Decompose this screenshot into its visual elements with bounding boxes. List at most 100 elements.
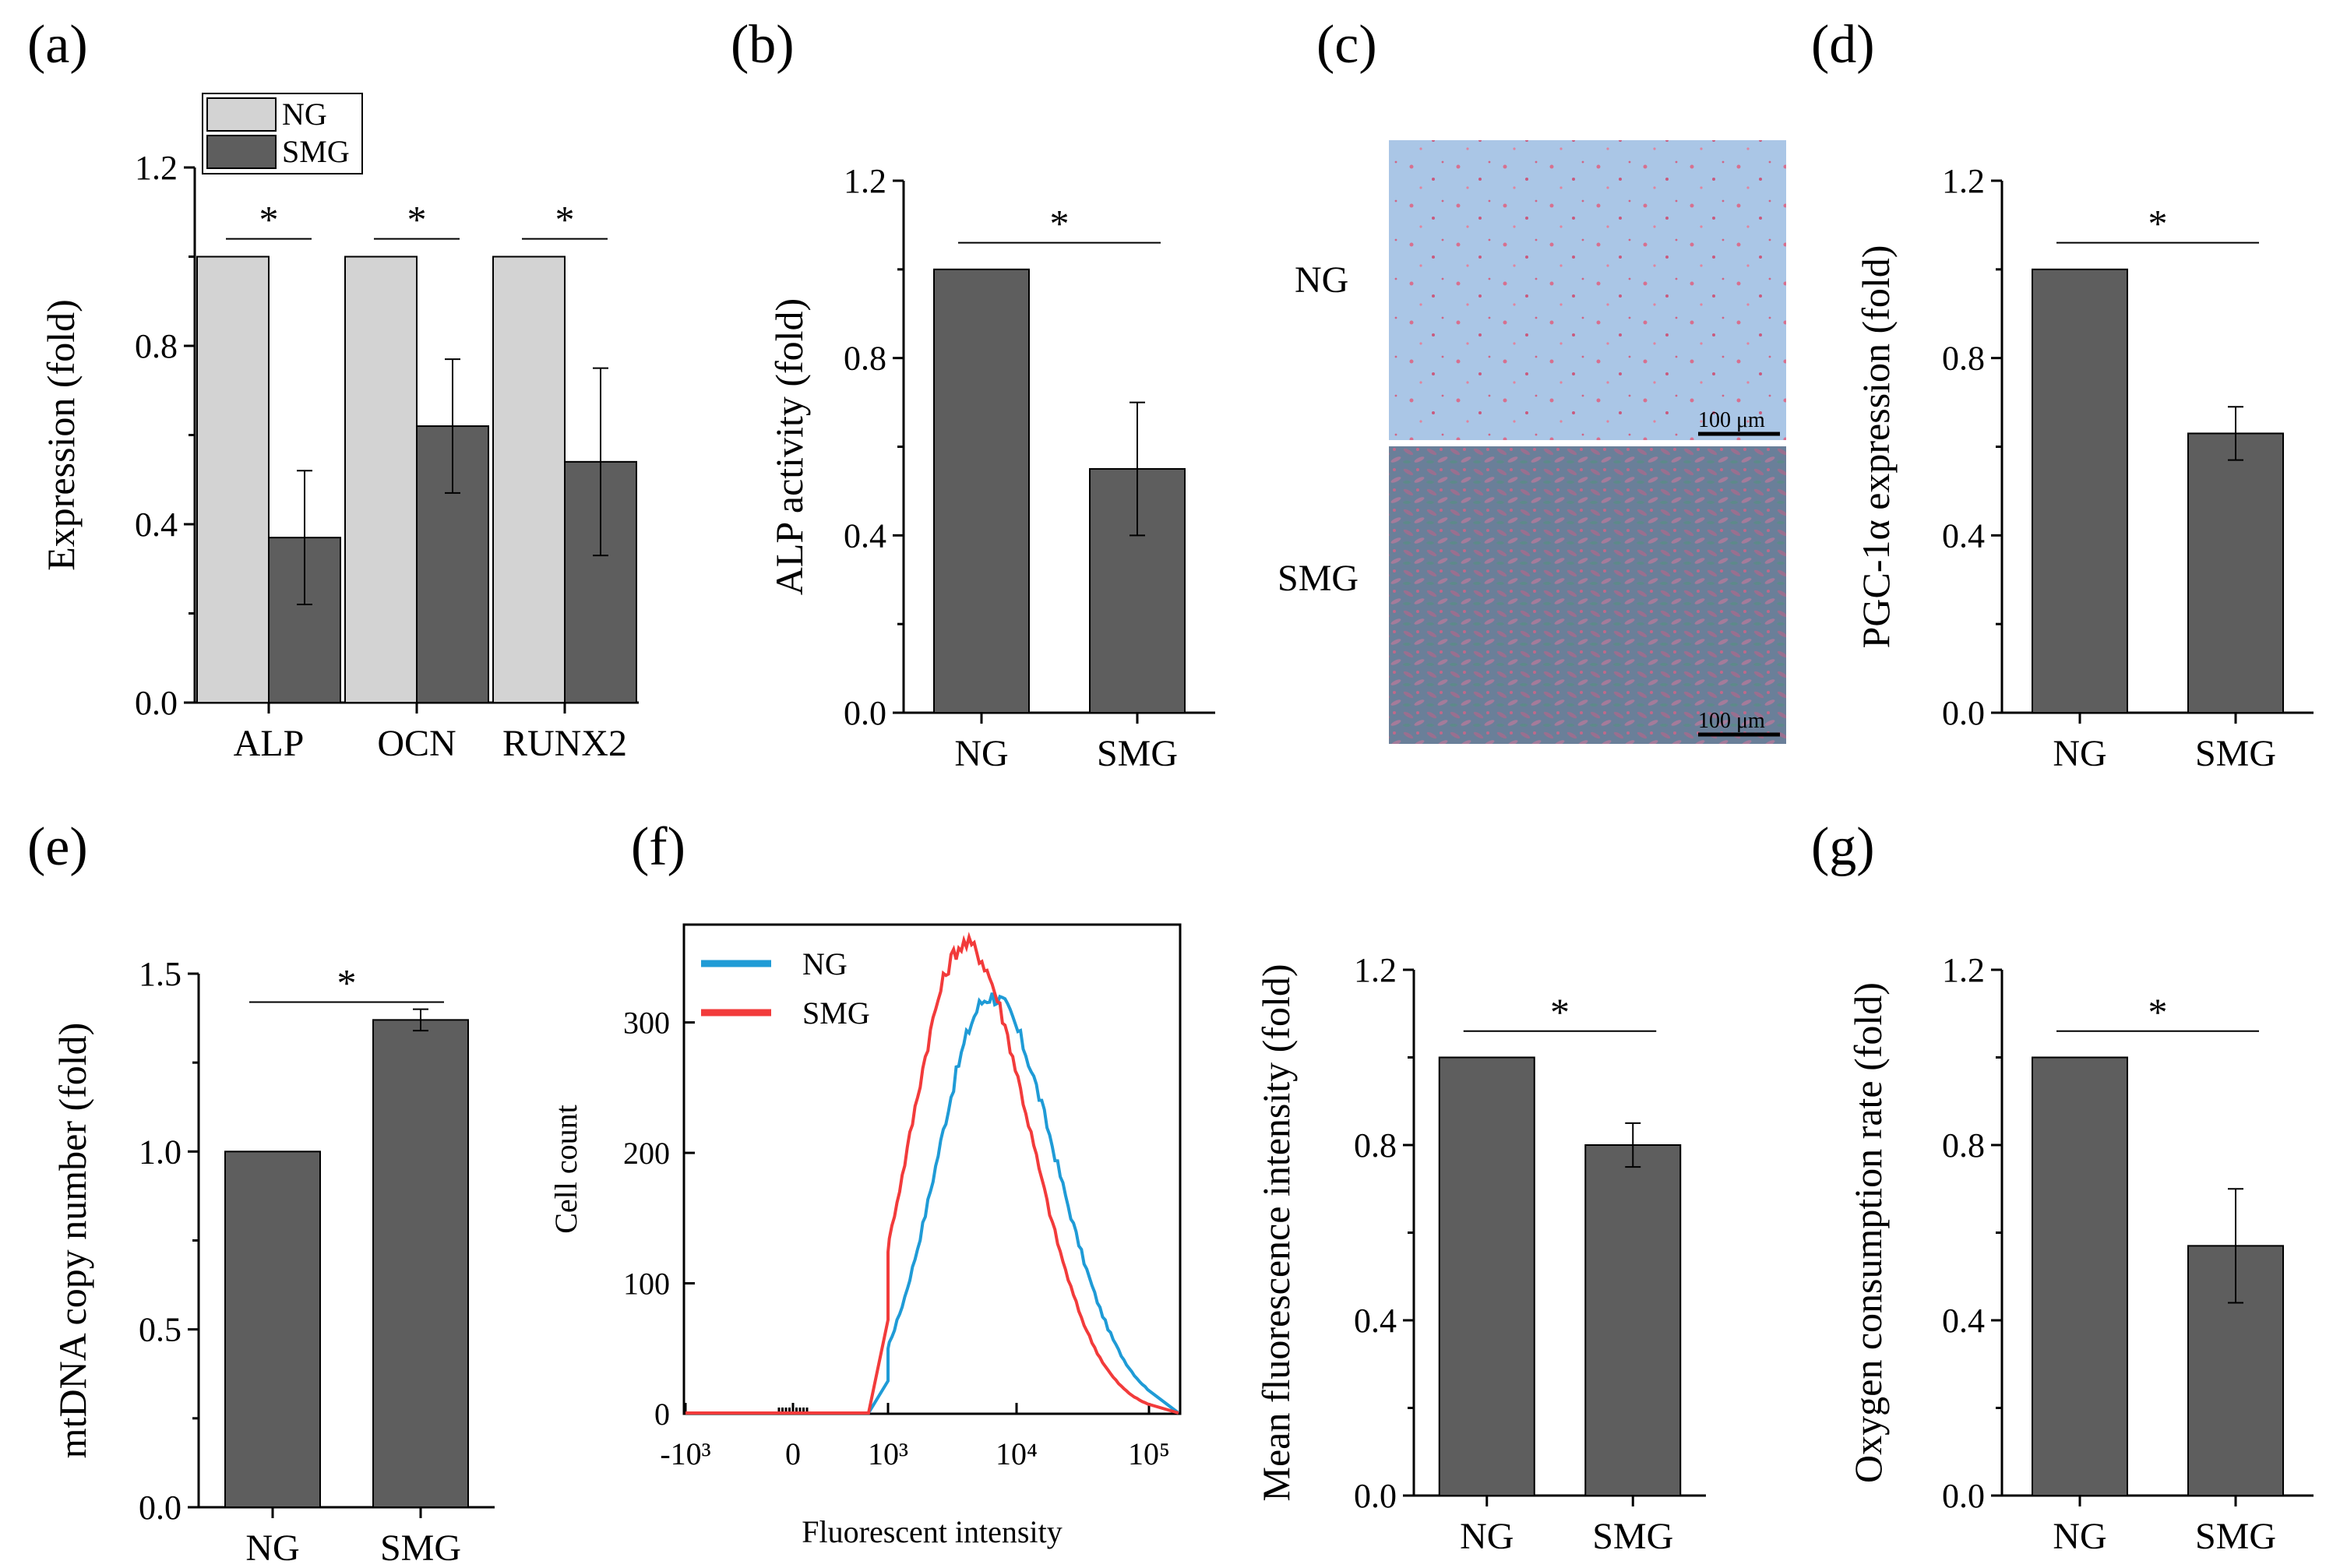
y-axis-label: ALP activity (fold) — [767, 298, 811, 595]
y-tick-label: 0.4 — [135, 506, 178, 544]
panel-label: (b) — [731, 15, 795, 75]
histogram-ng — [685, 992, 1180, 1415]
y-tick-label: 0.4 — [1942, 516, 1985, 555]
y-axis-label: Cell count — [548, 1105, 583, 1234]
y-tick-label: 0.4 — [844, 516, 886, 555]
y-tick-label: 100 — [623, 1267, 670, 1302]
significance-star: * — [2148, 202, 2168, 245]
y-tick-label: 0.0 — [1942, 694, 1985, 732]
significance-star: * — [337, 961, 357, 1005]
x-tick-label: 10⁴ — [996, 1436, 1038, 1471]
x-tick-label: NG — [245, 1527, 299, 1568]
y-tick-label: 0.4 — [1354, 1302, 1397, 1340]
y-tick-label: 1.2 — [1354, 951, 1397, 989]
y-tick-label: 0.0 — [1942, 1477, 1985, 1515]
significance-star: * — [1550, 990, 1570, 1034]
legend-swatch-ng — [206, 97, 277, 132]
x-tick-label: NG — [2053, 733, 2106, 774]
bar-ng-alp — [196, 255, 270, 703]
y-tick-label: 0.8 — [844, 340, 886, 378]
y-tick-label: 0.4 — [1942, 1302, 1985, 1340]
bar-ng — [933, 268, 1030, 714]
x-tick-label: 10⁵ — [1128, 1436, 1170, 1471]
bar-ng — [1438, 1056, 1535, 1496]
y-tick-label: 1.5 — [139, 955, 181, 993]
x-tick-label: SMG — [2195, 1516, 2276, 1557]
significance-star: * — [259, 198, 279, 241]
y-tick-label: 0.0 — [844, 694, 886, 732]
x-tick-label: SMG — [1592, 1516, 1673, 1557]
x-tick-label: NG — [2053, 1516, 2106, 1557]
y-tick-label: 0.0 — [1354, 1477, 1397, 1515]
panel-b: (b) 0.0 0.4 0.8 1.2 ALP activity (fold) NG SMG * — [731, 15, 1215, 774]
panel-a: (a) 0.0 0.4 0.8 1.2 Expression (fold) ALP * OCN *… — [27, 15, 639, 764]
x-tick-label: 10³ — [868, 1436, 908, 1471]
y-tick-label: 0.0 — [139, 1489, 181, 1527]
x-tick-label: ALP — [234, 723, 305, 764]
panel-label: (d) — [1811, 15, 1875, 75]
y-axis-label: Mean fluorescence intensity (fold) — [1254, 964, 1298, 1501]
y-tick-label: 0.0 — [135, 684, 178, 722]
significance-star: * — [407, 198, 427, 241]
x-tick-label: OCN — [377, 723, 456, 764]
legend-label-smg: SMG — [802, 995, 870, 1031]
micrograph-ng — [1389, 140, 1786, 440]
y-tick-label: 1.2 — [844, 162, 886, 200]
x-tick-label: NG — [1460, 1516, 1514, 1557]
panel-label: (a) — [27, 15, 88, 75]
scale-bar-label-smg: 100 μm — [1698, 709, 1765, 733]
panel-c: (c) NG SMG 100 μm 100 μm — [1278, 15, 1786, 744]
y-tick-label: 0 — [654, 1397, 670, 1432]
y-axis-label: PGC-1α expression (fold) — [1854, 245, 1898, 649]
x-tick-label: SMG — [380, 1527, 461, 1568]
y-tick-label: 1.2 — [1942, 162, 1985, 200]
bar-smg — [372, 1019, 469, 1509]
y-axis-label: Oxygen consumption rate (fold) — [1846, 982, 1890, 1483]
bar-ng-runx2 — [492, 255, 566, 703]
y-tick-label: 300 — [623, 1006, 670, 1041]
legend-swatch-smg — [206, 135, 277, 169]
panel-f: (f) 0 100 200 300 -10³ 0 10³ 10⁴ 10⁵ Fluorescent i… — [548, 817, 1182, 1549]
x-tick-label: RUNX2 — [502, 723, 627, 764]
panel-label: (g) — [1811, 817, 1875, 877]
panel-label: (f) — [631, 817, 685, 877]
bar-ng — [2032, 1056, 2128, 1496]
x-tick-label: -10³ — [660, 1436, 710, 1471]
x-tick-label: NG — [954, 733, 1008, 774]
bar-smg — [2187, 432, 2284, 714]
y-tick-label: 1.2 — [135, 149, 178, 187]
panel-label: (e) — [27, 817, 88, 877]
panel-label-c: (c) — [1316, 15, 1377, 75]
bar-smg — [1584, 1144, 1682, 1496]
y-tick-label: 1.2 — [1942, 951, 1985, 989]
bar-ng — [224, 1150, 321, 1509]
y-tick-label: 0.8 — [1354, 1126, 1397, 1165]
y-tick-label: 0.8 — [1942, 340, 1985, 378]
y-tick-label: 200 — [623, 1136, 670, 1171]
histogram-smg — [685, 932, 1179, 1415]
significance-star: * — [555, 198, 575, 241]
row-label-ng: NG — [1295, 259, 1348, 301]
y-tick-label: 0.8 — [135, 327, 178, 365]
micrograph-smg — [1389, 446, 1786, 744]
plot-frame — [682, 923, 1182, 1415]
y-axis-label: Expression (fold) — [39, 299, 83, 571]
scale-bar-label-ng: 100 μm — [1698, 408, 1765, 432]
legend-label-ng: NG — [282, 97, 327, 132]
y-tick-label: 0.5 — [139, 1311, 181, 1349]
bar-ng — [2032, 268, 2128, 714]
x-axis-label: Fluorescent intensity — [802, 1514, 1062, 1549]
x-tick-label: SMG — [2195, 733, 2276, 774]
legend-label-smg: SMG — [282, 134, 350, 169]
panel-g: (g) 0.0 0.4 0.8 1.2 Oxygen consumption rate (… — [1811, 817, 2314, 1557]
panel-e: (e) 0.0 0.5 1.0 1.5 mtDNA copy number (fold) N… — [27, 817, 495, 1568]
panel-d: (d) 0.0 0.4 0.8 1.2 PGC-1α expression (fold) N… — [1811, 15, 2314, 774]
bar-ng-ocn — [344, 255, 418, 703]
y-tick-label: 1.0 — [139, 1133, 181, 1171]
row-label-smg: SMG — [1278, 558, 1359, 599]
legend-label-ng: NG — [802, 946, 848, 981]
y-axis-label: mtDNA copy number (fold) — [51, 1023, 94, 1459]
y-tick-label: 0.8 — [1942, 1126, 1985, 1165]
